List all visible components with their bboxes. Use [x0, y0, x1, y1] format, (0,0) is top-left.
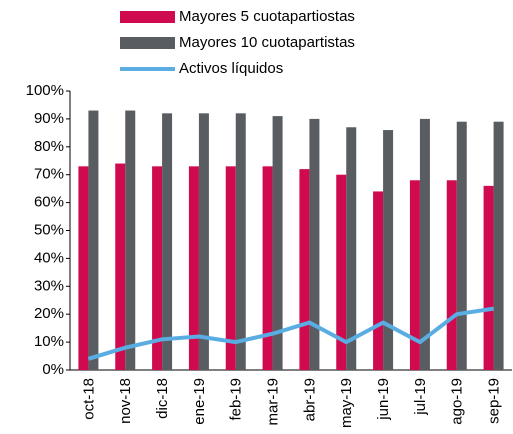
x-tick-label: jun-19 [375, 378, 392, 421]
bar [78, 166, 89, 370]
y-tick-label: 30% [34, 277, 64, 294]
line [87, 306, 494, 361]
bar [419, 118, 430, 371]
bar [336, 174, 347, 370]
y-tick-label: 70% [34, 166, 64, 183]
bar [262, 166, 273, 370]
y-tick-label: 100% [26, 82, 64, 99]
bar [272, 116, 283, 370]
y-tick-label: 80% [34, 138, 64, 155]
legend-swatch [120, 37, 175, 49]
bar [346, 127, 357, 371]
x-tick-label: may-19 [338, 378, 355, 428]
bar [235, 113, 246, 370]
x-tick-label: feb-19 [228, 378, 245, 421]
bar [409, 180, 420, 370]
y-tick-label: 0% [42, 361, 64, 378]
legend-label: Activos líquidos [179, 60, 283, 77]
y-tick-label: 40% [34, 249, 64, 266]
bar [383, 130, 394, 370]
bar [373, 191, 384, 370]
bar [309, 118, 320, 371]
bar [152, 166, 163, 370]
y-tick-label: 90% [34, 110, 64, 127]
x-tick-label: dic-18 [154, 378, 171, 419]
bar [483, 185, 494, 370]
bar [188, 166, 199, 370]
x-tick-label: sep-19 [486, 378, 503, 424]
x-tick-label: ene-19 [191, 378, 208, 425]
y-tick-label: 50% [34, 221, 64, 238]
bar [115, 163, 126, 370]
bar [493, 121, 504, 370]
x-tick-label: ago-19 [449, 378, 466, 425]
x-tick-label: oct-18 [80, 378, 97, 420]
bar [446, 180, 457, 370]
bar [125, 110, 136, 370]
bar [456, 121, 467, 370]
bar [88, 110, 99, 370]
x-tick-label: mar-19 [265, 378, 282, 426]
x-tick-label: jul-19 [412, 378, 429, 416]
x-tick-label: abr-19 [301, 378, 318, 421]
y-tick-label: 10% [34, 333, 64, 350]
bar [198, 113, 209, 370]
x-tick-label: nov-18 [117, 378, 134, 424]
legend-swatch [120, 11, 175, 23]
y-tick-label: 60% [34, 194, 64, 211]
y-tick-label: 20% [34, 305, 64, 322]
legend-label: Mayores 10 cuotapartistas [179, 34, 355, 51]
legend-label: Mayores 5 cuotapartiostas [179, 8, 355, 25]
bar [299, 169, 310, 370]
bar [162, 113, 173, 370]
bar [225, 166, 236, 370]
